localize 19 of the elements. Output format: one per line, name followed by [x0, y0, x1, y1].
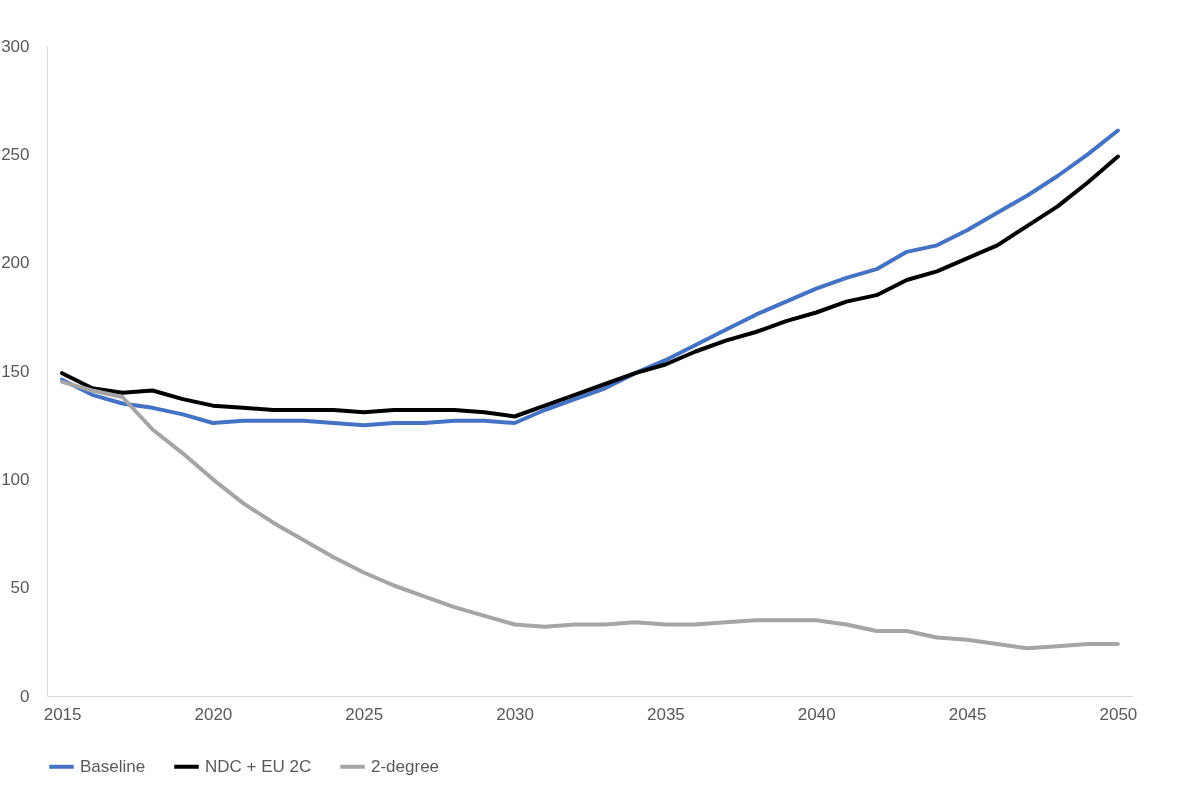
- y-tick-label: 300: [1, 36, 30, 56]
- x-tick-label: 2050: [1099, 704, 1138, 724]
- y-tick-label: 100: [1, 469, 30, 489]
- x-tick-label: 2025: [345, 704, 384, 724]
- y-tick-label: 150: [1, 361, 30, 381]
- x-tick-label: 2040: [797, 704, 836, 724]
- x-tick-label: 2045: [948, 704, 987, 724]
- y-tick-label: 0: [20, 686, 30, 706]
- x-tick-label: 2030: [496, 704, 534, 724]
- y-tick-label: 200: [1, 253, 30, 273]
- legend-label: 2-degree: [371, 756, 440, 776]
- y-tick-label: 50: [10, 578, 30, 598]
- legend-label: NDC + EU 2C: [205, 756, 312, 776]
- x-tick-label: 2020: [194, 704, 233, 724]
- line-series: [60, 379, 1120, 651]
- legend-label: Baseline: [80, 756, 146, 776]
- x-tick-label: 2035: [647, 704, 685, 724]
- y-tick-label: 250: [1, 144, 30, 164]
- x-tick-label: 2015: [43, 704, 82, 724]
